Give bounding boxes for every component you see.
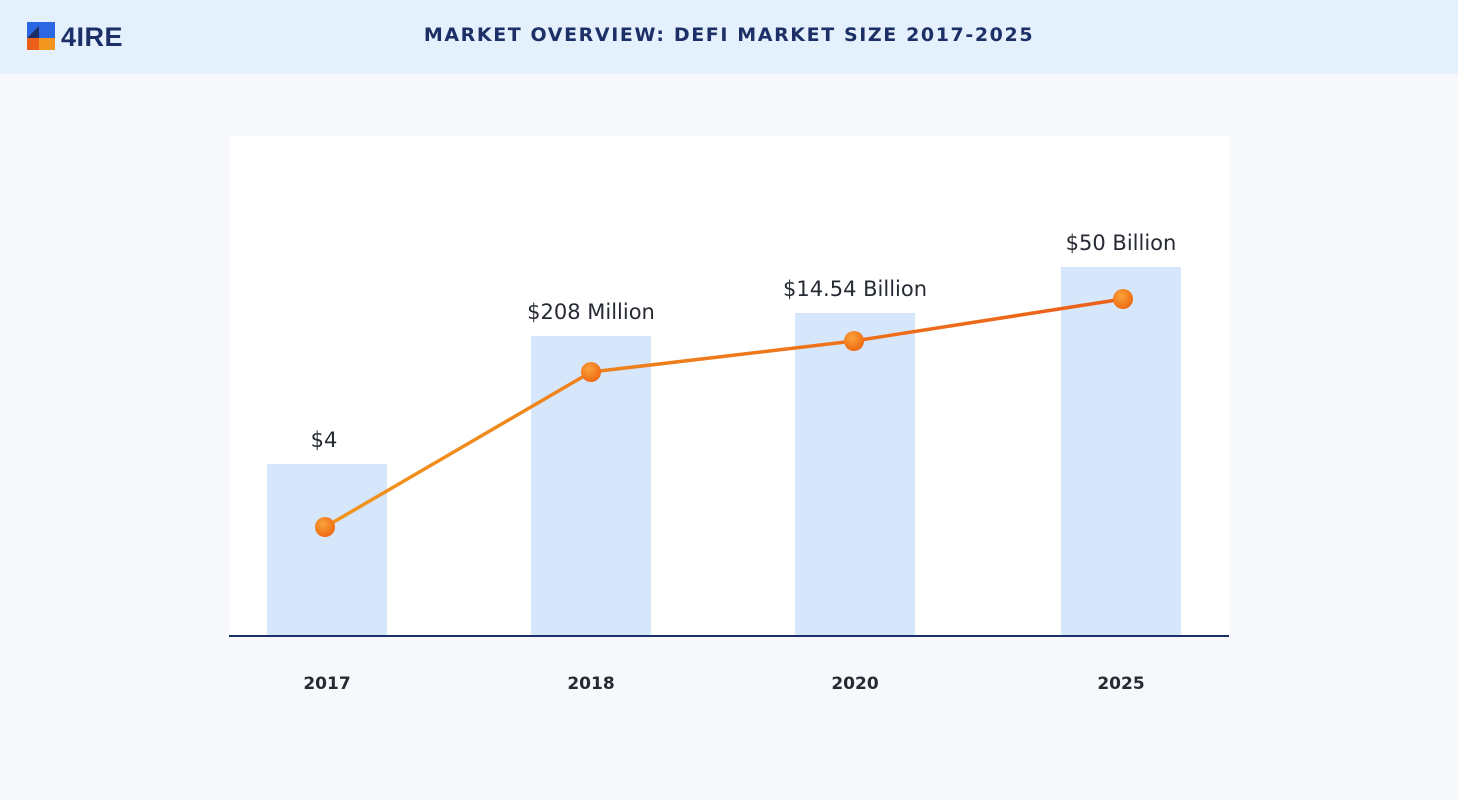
x-tick-label-2020: 2020 [831,674,878,694]
logo-mark-icon [27,22,55,50]
trend-line [324,297,1124,529]
data-label-2020: $14.54 Billion [783,277,927,301]
trend-point-2020 [844,331,864,351]
bar-2020 [795,313,915,636]
data-label-2025: $50 Billion [1066,231,1177,255]
x-tick-label-2017: 2017 [303,674,350,694]
logo-text: 4IRE [61,22,124,52]
page-title: MARKET OVERVIEW: DEFI MARKET SIZE 2017-2… [423,24,1035,46]
data-label-2018: $208 Million [527,300,655,324]
trend-point-2017 [315,517,335,537]
data-label-2017: $4 [311,428,338,452]
bar-2025 [1061,267,1181,636]
bar-2018 [531,336,651,636]
trend-point-2025 [1113,289,1133,309]
trend-point-2018 [581,362,601,382]
logo[interactable]: 4IRE [27,22,137,56]
bar-2017 [267,464,387,636]
x-tick-label-2025: 2025 [1097,674,1144,694]
x-tick-label-2018: 2018 [567,674,614,694]
header: 4IRE MARKET OVERVIEW: DEFI MARKET SIZE 2… [0,0,1458,74]
